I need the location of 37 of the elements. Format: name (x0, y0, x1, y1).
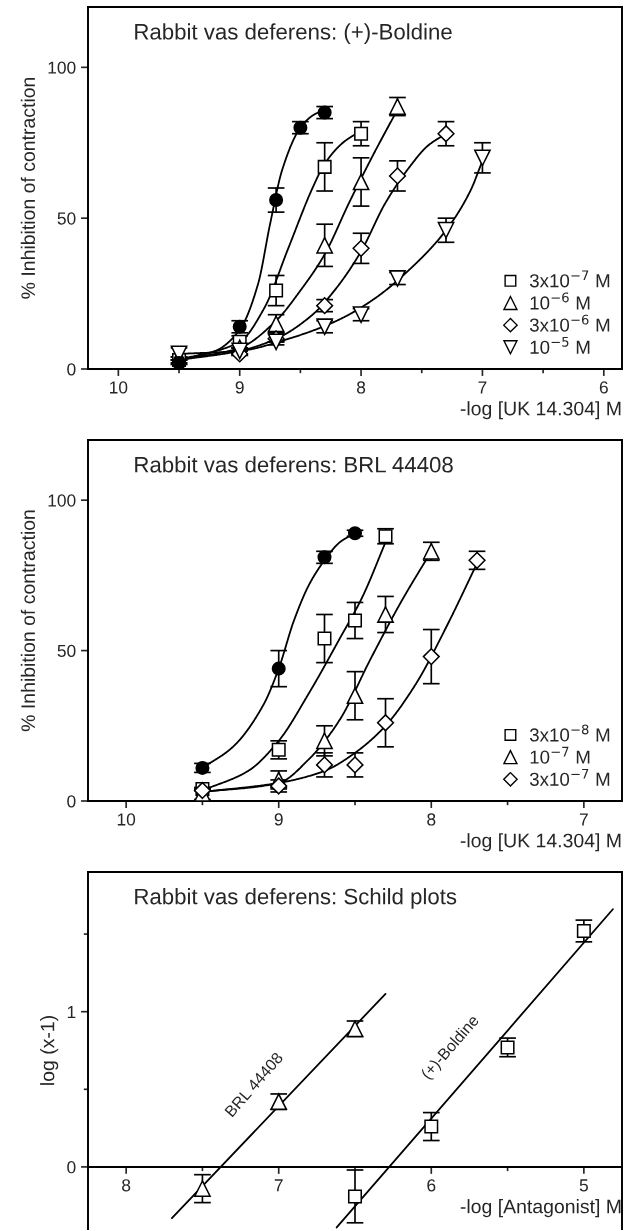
x-tick-label: 6 (599, 381, 608, 394)
legend-label: 3x10$^{−7}$ M (529, 768, 610, 786)
x-tick-label: 10 (110, 381, 128, 394)
x-tick-label: 10 (117, 813, 136, 826)
x-tick-label: 6 (427, 1179, 436, 1192)
x-axis-title: -log [UK 14.304] M (460, 833, 621, 852)
y-axis-title: log (x-1) (40, 1016, 59, 1085)
y-tick-label: 50 (57, 644, 76, 658)
x-tick-label: 9 (235, 381, 244, 394)
y-tick-label: 100 (48, 494, 76, 507)
legend-label: 10$^{−7}$ M (530, 746, 590, 764)
y-tick-label: 1 (67, 1006, 76, 1018)
legend-label: 3x10$^{−8}$ M (529, 724, 610, 742)
legend-label: 10$^{−6}$ M (530, 292, 590, 310)
y-tick-label: 100 (48, 61, 76, 74)
x-tick-label: 9 (274, 813, 283, 826)
x-tick-label: 7 (274, 1179, 283, 1192)
x-tick-label: 8 (427, 813, 436, 826)
x-tick-label: 7 (579, 813, 588, 826)
y-tick-label: 0 (67, 795, 76, 808)
y-tick-label: 50 (57, 212, 76, 225)
y-tick-label: 0 (67, 1161, 76, 1174)
text: Rabbit vas deferens: (+)-Boldine (135, 23, 452, 44)
legend-label: 10$^{−5}$ M (530, 336, 590, 354)
x-tick-label: 8 (357, 381, 366, 394)
x-tick-label: 5 (579, 1179, 588, 1192)
x-tick-label: 8 (122, 1179, 131, 1192)
legend-label: 3x10$^{−6}$ M (529, 314, 610, 332)
text: Rabbit vas deferens: BRL 44408 (135, 456, 453, 473)
legend-label: 3x10$^{−7}$ M (529, 270, 610, 288)
y-tick-label: 0 (67, 363, 76, 376)
y-axis-title: % Inhibition of contraction (20, 77, 36, 299)
x-tick-label: 7 (478, 381, 487, 394)
x-axis-title: -log [UK 14.304] M (460, 401, 621, 420)
x-axis-title: -log [Antagonist] M (460, 1199, 621, 1218)
text: Rabbit vas deferens: Schild plots (135, 888, 457, 909)
y-axis-title: % Inhibition of contraction (20, 510, 36, 732)
